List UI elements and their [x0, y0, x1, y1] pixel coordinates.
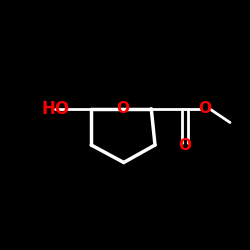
Text: O: O [198, 101, 211, 116]
Text: HO: HO [41, 100, 70, 118]
Text: O: O [178, 138, 192, 152]
Text: O: O [116, 101, 129, 116]
